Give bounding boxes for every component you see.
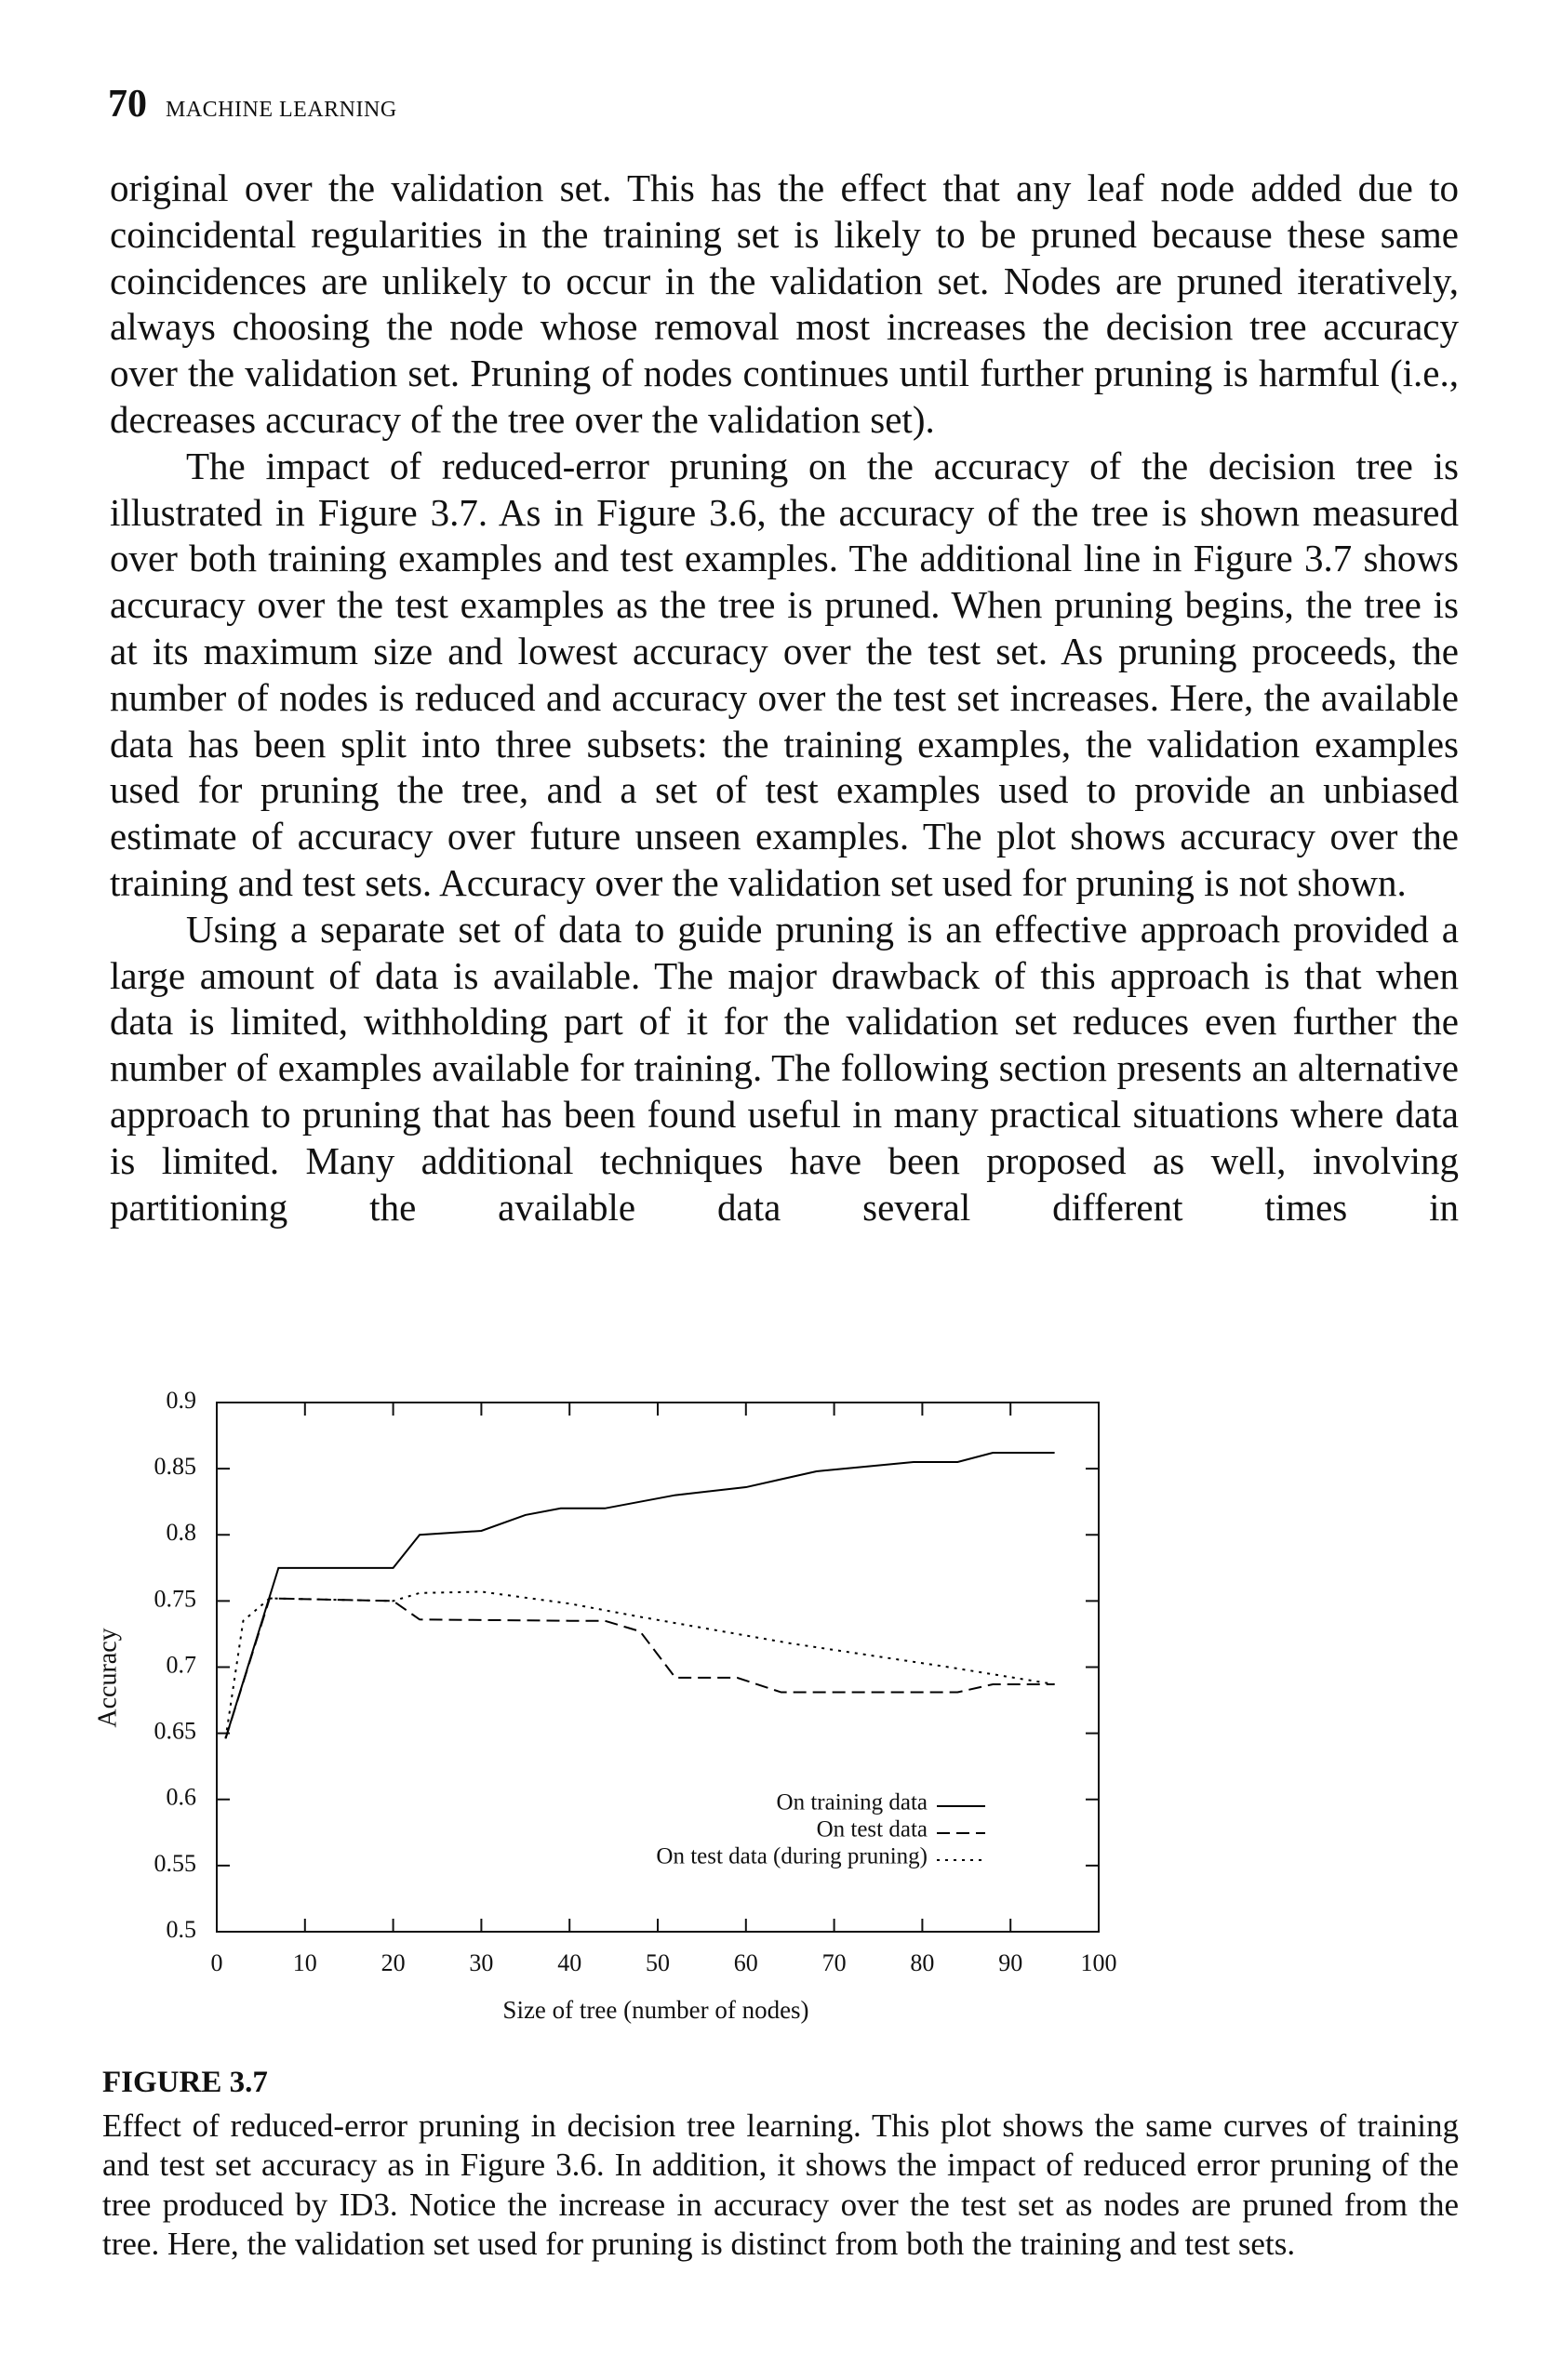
y-tick-label: 0.9 <box>167 1387 197 1414</box>
y-tick-label: 0.85 <box>154 1453 197 1480</box>
series-line <box>224 1452 1055 1739</box>
x-tick-label: 70 <box>822 1949 847 1976</box>
x-axis-label: Size of tree (number of nodes) <box>502 1996 808 2024</box>
y-tick-label: 0.5 <box>167 1916 197 1943</box>
running-title: MACHINE LEARNING <box>166 98 397 122</box>
x-tick-label: 10 <box>293 1949 317 1976</box>
legend-label: On test data (during pruning) <box>656 1844 928 1869</box>
x-tick-label: 20 <box>381 1949 406 1976</box>
y-tick-label: 0.75 <box>154 1585 197 1612</box>
page-number: 70 <box>108 83 147 126</box>
x-tick-label: 30 <box>469 1949 493 1976</box>
figure-label: FIGURE 3.7 <box>102 2066 268 2099</box>
x-tick-label: 100 <box>1081 1949 1117 1976</box>
paragraph: The impact of reduced-error pruning on t… <box>110 444 1459 904</box>
y-tick-label: 0.7 <box>167 1651 197 1678</box>
series-line <box>224 1597 1055 1739</box>
x-tick-label: 40 <box>557 1949 581 1976</box>
paragraph: original over the validation set. This h… <box>110 166 1459 441</box>
x-tick-label: 50 <box>646 1949 670 1976</box>
series-line <box>224 1590 1055 1739</box>
y-axis-label: Accuracy <box>93 1628 122 1727</box>
x-tick-label: 90 <box>998 1949 1022 1976</box>
y-tick-label: 0.55 <box>154 1850 197 1877</box>
y-tick-label: 0.65 <box>154 1718 197 1745</box>
caption-text: Effect of reduced-error pruning in decis… <box>102 2107 1459 2263</box>
legend-label: On training data <box>777 1790 928 1815</box>
x-tick-label: 0 <box>211 1949 223 1976</box>
legend-label: On test data <box>817 1817 928 1842</box>
page-header: 70 MACHINE LEARNING <box>108 82 397 126</box>
x-tick-label: 60 <box>734 1949 758 1976</box>
chart: Size of tree (number of nodes) Accuracy … <box>93 1387 1117 2024</box>
y-tick-label: 0.6 <box>167 1784 197 1811</box>
figure-caption: FIGURE 3.7 Effect of reduced-error pruni… <box>102 2063 1459 2265</box>
y-tick-label: 0.8 <box>167 1519 197 1546</box>
paragraph: Using a separate set of data to guide pr… <box>110 907 1459 1229</box>
x-tick-label: 80 <box>910 1949 934 1976</box>
body-text: original over the validation set. This h… <box>110 166 1459 1230</box>
